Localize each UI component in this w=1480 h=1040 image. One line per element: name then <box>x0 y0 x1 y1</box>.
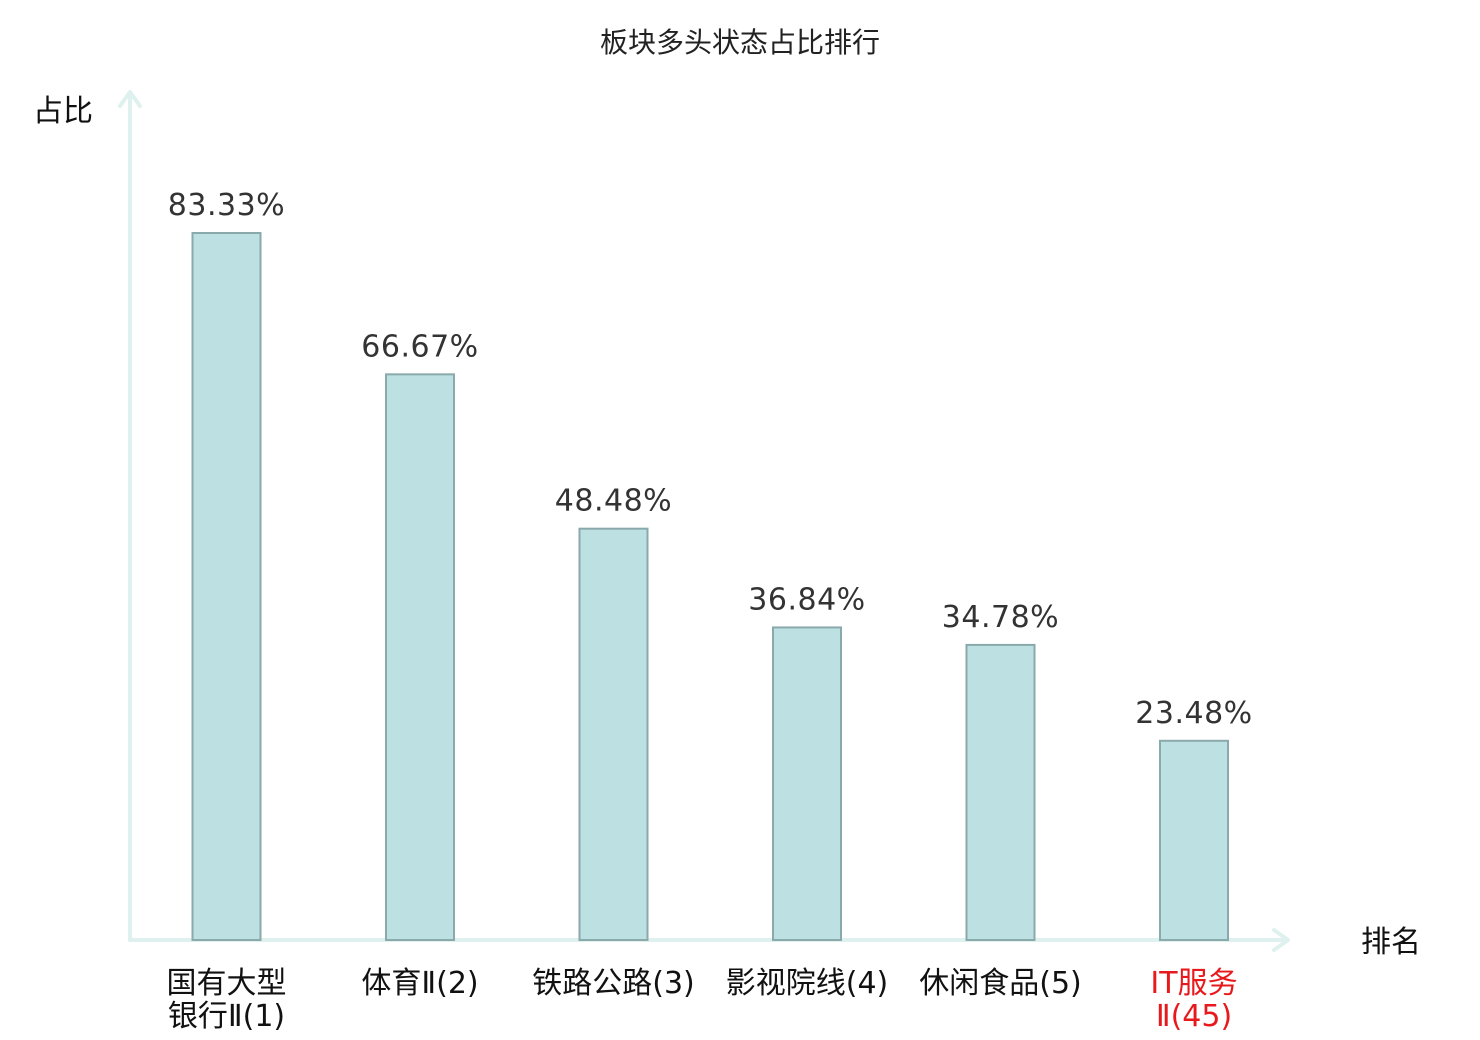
data-label-4: 34.78% <box>942 600 1059 635</box>
bar-5 <box>1159 739 1229 942</box>
category-label-0: 国有大型银行Ⅱ(1) <box>167 966 287 1034</box>
x-axis-label: 排名 <box>1361 925 1421 960</box>
data-label-0: 83.33% <box>168 188 285 223</box>
category-label-2: 铁路公路(3) <box>532 966 695 1001</box>
data-label-3: 36.84% <box>748 582 865 617</box>
data-label-5: 23.48% <box>1135 696 1252 731</box>
category-label-3-line-0: 影视院线(4) <box>726 966 889 1001</box>
category-label-1-line-0: 体育Ⅱ(2) <box>361 966 478 1001</box>
category-label-4-line-0: 休闲食品(5) <box>919 966 1082 1001</box>
category-label-0-line-0: 国有大型 <box>167 966 287 1001</box>
bar-1 <box>385 373 455 941</box>
bar-3 <box>772 626 842 941</box>
chart-title: 板块多头状态占比排行 <box>600 26 880 59</box>
category-label-5: IT服务 Ⅱ(45) <box>1150 966 1237 1034</box>
bar-0 <box>191 232 262 941</box>
data-label-2: 48.48% <box>555 484 672 519</box>
category-label-0-line-1: 银行Ⅱ(1) <box>168 999 285 1034</box>
category-label-1: 体育Ⅱ(2) <box>361 966 478 1001</box>
bar-2 <box>578 527 649 941</box>
category-label-3: 影视院线(4) <box>726 966 889 1001</box>
category-label-4: 休闲食品(5) <box>919 966 1082 1001</box>
data-label-1: 66.67% <box>361 329 478 364</box>
category-label-5-line-1: Ⅱ(45) <box>1156 999 1232 1034</box>
category-label-2-line-0: 铁路公路(3) <box>532 966 695 1001</box>
bar-4 <box>965 643 1036 941</box>
x-axis <box>128 928 1290 952</box>
y-axis <box>118 90 142 942</box>
category-label-5-line-0: IT服务 <box>1150 966 1237 1001</box>
bars-group: 83.33% 国有大型银行Ⅱ(1) 66.67% 体育Ⅱ(2) 48.48% 铁路公路(3… <box>167 188 1253 1034</box>
y-axis-label: 占比 <box>33 94 93 129</box>
